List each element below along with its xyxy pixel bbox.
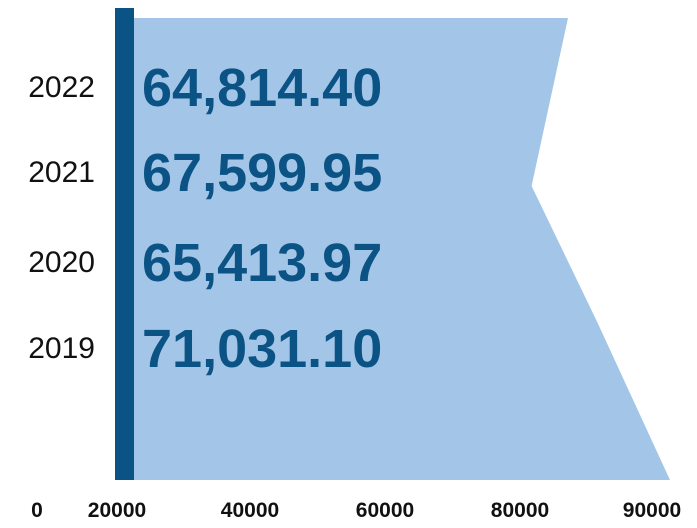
year-label: 2020 — [28, 246, 95, 279]
x-tick-labels: 0 20000 40000 60000 80000 90000 — [31, 499, 681, 522]
year-labels: 2022 2021 2020 2019 — [28, 71, 95, 365]
y-axis-bar — [115, 8, 134, 480]
year-label: 2019 — [28, 332, 95, 365]
area-series — [115, 18, 670, 480]
value-label: 71,031.10 — [142, 319, 382, 379]
x-tick-label: 80000 — [491, 499, 549, 522]
x-tick-label: 20000 — [88, 499, 146, 522]
x-tick-label: 90000 — [623, 499, 681, 522]
value-label: 67,599.95 — [142, 143, 382, 203]
x-tick-label: 60000 — [356, 499, 414, 522]
x-tick-label: 40000 — [221, 499, 279, 522]
year-label: 2022 — [28, 71, 95, 104]
x-tick-label: 0 — [31, 499, 43, 522]
value-label: 65,413.97 — [142, 233, 382, 293]
value-labels: 64,814.40 67,599.95 65,413.97 71,031.10 — [142, 58, 382, 379]
year-label: 2021 — [28, 156, 95, 189]
value-label: 64,814.40 — [142, 58, 382, 118]
